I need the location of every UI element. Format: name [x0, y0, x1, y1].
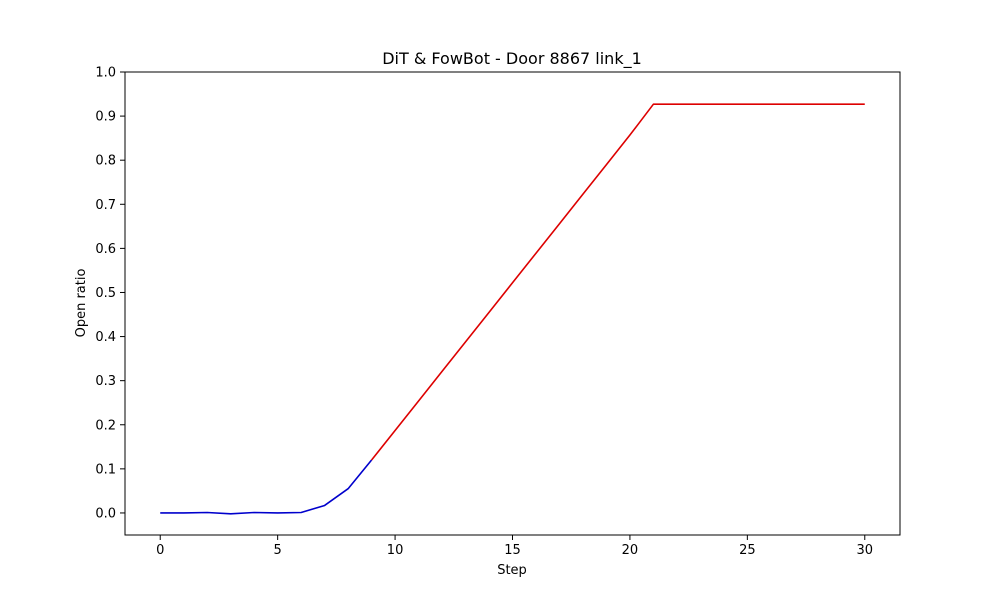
x-tick-label: 20 [622, 543, 639, 558]
y-tick-label: 0.4 [95, 330, 116, 345]
y-tick-label: 0.5 [95, 286, 116, 301]
x-tick-label: 10 [387, 543, 404, 558]
y-tick-label: 0.1 [95, 462, 116, 477]
y-tick-label: 0.3 [95, 374, 116, 389]
y-tick-label: 0.6 [95, 242, 116, 257]
x-tick-label: 5 [274, 543, 282, 558]
y-tick-label: 1.0 [95, 66, 116, 81]
y-tick-label: 0.0 [95, 506, 116, 521]
x-tick-label: 0 [156, 543, 164, 558]
y-axis-label: Open ratio [74, 269, 89, 338]
chart-title: DiT & FowBot - Door 8867 link_1 [382, 49, 642, 69]
axes-frame [124, 71, 901, 536]
y-tick-label: 0.2 [95, 418, 116, 433]
y-tick-label: 0.8 [95, 154, 116, 169]
y-tick-label: 0.7 [95, 198, 116, 213]
y-tick-label: 0.9 [95, 110, 116, 125]
x-tick-label: 30 [856, 543, 873, 558]
x-axis-label: Step [497, 563, 527, 578]
series-line-2 [370, 103, 865, 461]
series-line-1 [160, 459, 373, 515]
x-tick-label: 15 [504, 543, 521, 558]
plot-area: 0 5 10 15 20 25 30 0.0 0.1 0.2 0.3 0.4 0.5 0.6 0.7 0.8 0… [95, 66, 901, 558]
x-tick-label: 25 [739, 543, 756, 558]
